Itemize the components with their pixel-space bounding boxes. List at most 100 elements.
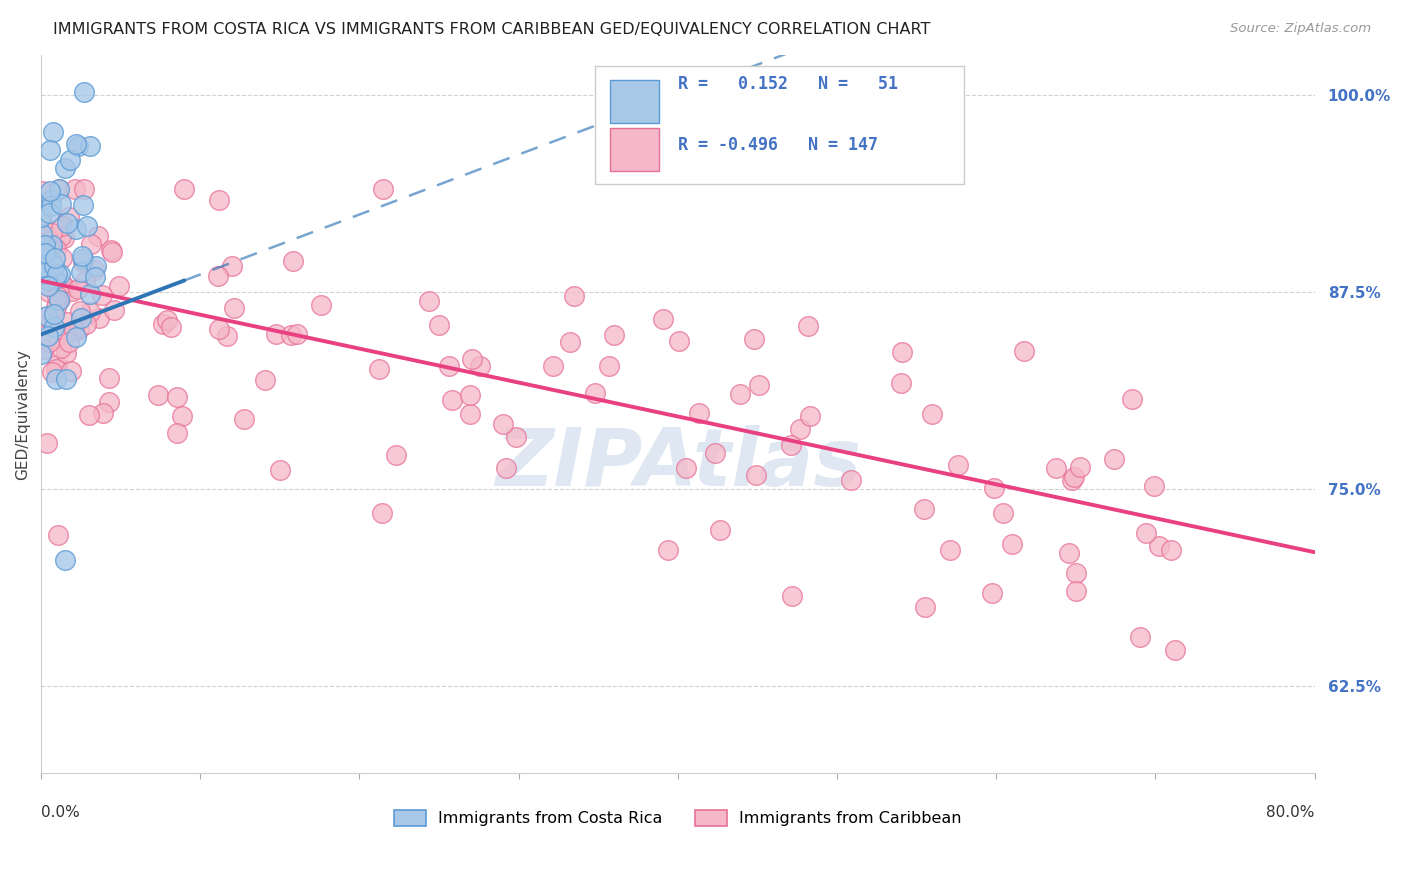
Point (30, 210, 52, 224)
Point (69, 265, 91, 279)
Point (704, 446, 727, 460)
Point (264, 326, 287, 341)
Point (460, 352, 482, 367)
Point (83, 263, 105, 277)
Point (70, 249, 93, 263)
Point (107, 279, 129, 293)
Point (79, 138, 101, 153)
Point (688, 406, 710, 420)
Point (49, 292, 72, 306)
Point (1102, 452, 1125, 467)
Point (166, 390, 188, 404)
Point (45, 358, 67, 372)
Point (37, 279, 59, 293)
Point (939, 543, 962, 558)
Point (55, 371, 77, 385)
Point (558, 335, 581, 350)
Point (46, 528, 69, 542)
Point (32, 267, 55, 281)
Point (79, 287, 101, 301)
Point (914, 600, 936, 615)
Point (418, 293, 440, 308)
Point (839, 473, 862, 487)
Point (48, 293, 70, 308)
Point (148, 388, 170, 402)
Point (39, 184, 62, 198)
Point (1160, 543, 1182, 558)
Point (69, 322, 91, 336)
Point (41, 365, 63, 379)
Point (38, 206, 60, 220)
Point (173, 182, 195, 196)
Text: 0.0%: 0.0% (41, 805, 80, 820)
Point (541, 359, 564, 373)
Point (39, 143, 62, 157)
Bar (610, 128, 659, 171)
Point (1064, 584, 1087, 599)
Point (796, 318, 818, 333)
Point (31, 260, 53, 275)
Point (37, 329, 59, 343)
Point (221, 260, 243, 274)
Point (67, 282, 90, 296)
Point (1063, 470, 1085, 484)
Text: 80.0%: 80.0% (1267, 805, 1315, 820)
Point (41, 227, 63, 241)
Point (79, 305, 101, 319)
Point (742, 332, 765, 346)
Text: ZIPAtlas: ZIPAtlas (495, 425, 860, 503)
Point (87, 311, 110, 326)
Point (51, 197, 73, 211)
Point (73, 274, 96, 288)
Point (309, 298, 332, 312)
Point (65, 222, 87, 236)
Point (45, 296, 67, 310)
Point (45, 267, 67, 281)
Point (30, 347, 52, 361)
Point (60, 285, 83, 299)
Point (983, 481, 1005, 495)
Point (37, 272, 59, 286)
Point (152, 317, 174, 331)
Point (495, 461, 517, 475)
Point (44, 271, 66, 285)
Point (75, 318, 97, 332)
Point (73, 182, 96, 196)
Point (79, 236, 101, 251)
Point (77, 408, 100, 422)
Point (1121, 392, 1143, 407)
Point (31, 217, 53, 231)
Point (780, 589, 803, 603)
Point (55, 216, 77, 230)
Point (56, 315, 79, 329)
Point (55, 346, 77, 360)
Point (460, 407, 482, 421)
Point (83, 269, 105, 284)
Point (49, 341, 72, 355)
Point (51, 251, 73, 265)
Point (72, 252, 94, 266)
Point (1147, 540, 1170, 554)
Point (912, 502, 935, 516)
Point (45, 361, 67, 376)
Point (51, 219, 73, 233)
Bar (610, 80, 659, 123)
Point (39, 254, 62, 268)
Point (799, 409, 821, 424)
Point (55, 326, 77, 340)
Point (921, 407, 943, 421)
Point (170, 409, 193, 423)
Point (367, 362, 389, 376)
Point (34, 252, 56, 267)
Point (52, 231, 75, 245)
Point (34, 246, 56, 260)
Point (87, 228, 110, 243)
Point (458, 388, 481, 402)
Point (269, 462, 291, 476)
Point (745, 468, 768, 483)
Point (91, 287, 114, 301)
Point (66, 139, 89, 153)
Point (53, 553, 76, 567)
Point (69, 303, 91, 318)
Point (156, 313, 179, 327)
